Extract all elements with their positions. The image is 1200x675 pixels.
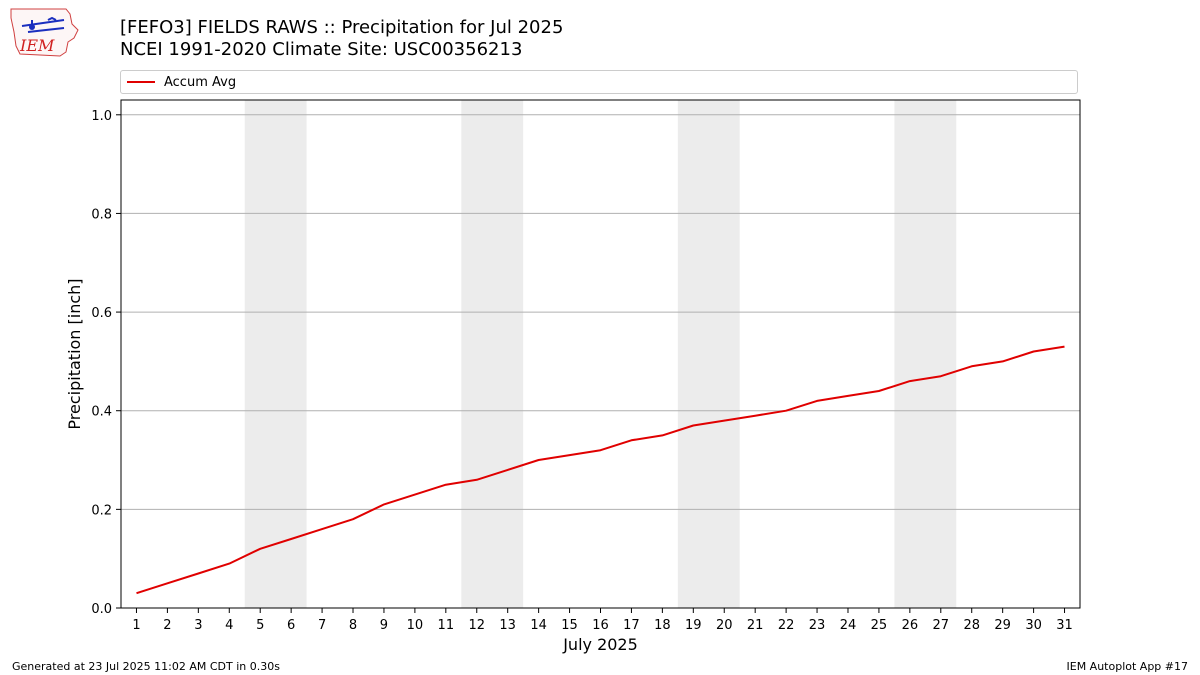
legend-label: Accum Avg [164, 75, 237, 90]
x-tick-label: 23 [809, 618, 826, 633]
x-tick-label: 28 [963, 618, 980, 633]
x-tick-label: 7 [318, 618, 326, 633]
weekend-band [677, 100, 740, 608]
chart-title: [FEFO3] FIELDS RAWS :: Precipitation for… [120, 17, 563, 61]
generated-timestamp: Generated at 23 Jul 2025 11:02 AM CDT in… [12, 660, 280, 673]
x-tick-label: 27 [933, 618, 950, 633]
y-tick-label: 0.2 [91, 503, 112, 518]
weather-dot-icon [29, 24, 35, 30]
weekend-band [894, 100, 957, 608]
plot-frame [120, 99, 1081, 609]
x-tick-label: 1 [132, 618, 140, 633]
x-tick-label: 26 [902, 618, 919, 633]
y-tick-label: 0.4 [91, 405, 112, 420]
legend: Accum Avg [120, 70, 1078, 94]
x-tick-label: 25 [871, 618, 888, 633]
y-tick-label: 0.0 [91, 602, 112, 617]
iem-logo: IEM [10, 8, 79, 57]
y-tick-label: 0.6 [91, 306, 112, 321]
weather-station-icon [21, 16, 65, 33]
legend-line-swatch [127, 81, 155, 83]
weekend-band [244, 100, 307, 608]
x-tick-label: 4 [225, 618, 233, 633]
x-tick-label: 3 [194, 618, 202, 633]
title-line-2: NCEI 1991-2020 Climate Site: USC00356213 [120, 39, 523, 60]
app-label: IEM Autoplot App #17 [1066, 660, 1189, 673]
x-tick-label: 5 [256, 618, 264, 633]
x-tick-label: 31 [1056, 618, 1073, 633]
x-tick-label: 30 [1025, 618, 1042, 633]
y-tick-label: 1.0 [91, 109, 112, 124]
x-tick-label: 2 [163, 618, 171, 633]
x-tick-label: 18 [654, 618, 671, 633]
x-tick-label: 13 [499, 618, 516, 633]
x-tick-label: 9 [380, 618, 388, 633]
x-tick-label: 21 [747, 618, 764, 633]
x-tick-label: 10 [407, 618, 424, 633]
y-tick-label: 0.8 [91, 207, 112, 222]
x-tick-label: 22 [778, 618, 795, 633]
y-axis-label: Precipitation [inch] [65, 278, 84, 429]
x-tick-label: 20 [716, 618, 733, 633]
x-tick-label: 12 [468, 618, 485, 633]
x-tick-label: 14 [530, 618, 547, 633]
logo-text: IEM [19, 36, 55, 55]
x-tick-label: 11 [438, 618, 455, 633]
x-tick-label: 6 [287, 618, 295, 633]
x-tick-label: 8 [349, 618, 357, 633]
weekend-band [461, 100, 524, 608]
x-tick-label: 24 [840, 618, 857, 633]
x-tick-label: 17 [623, 618, 640, 633]
x-tick-label: 29 [994, 618, 1011, 633]
x-tick-label: 15 [561, 618, 578, 633]
title-line-1: [FEFO3] FIELDS RAWS :: Precipitation for… [120, 17, 564, 38]
x-tick-label: 19 [685, 618, 702, 633]
series-line-accum-avg [136, 345, 1065, 595]
x-axis-label: July 2025 [562, 635, 638, 654]
x-tick-label: 16 [592, 618, 609, 633]
